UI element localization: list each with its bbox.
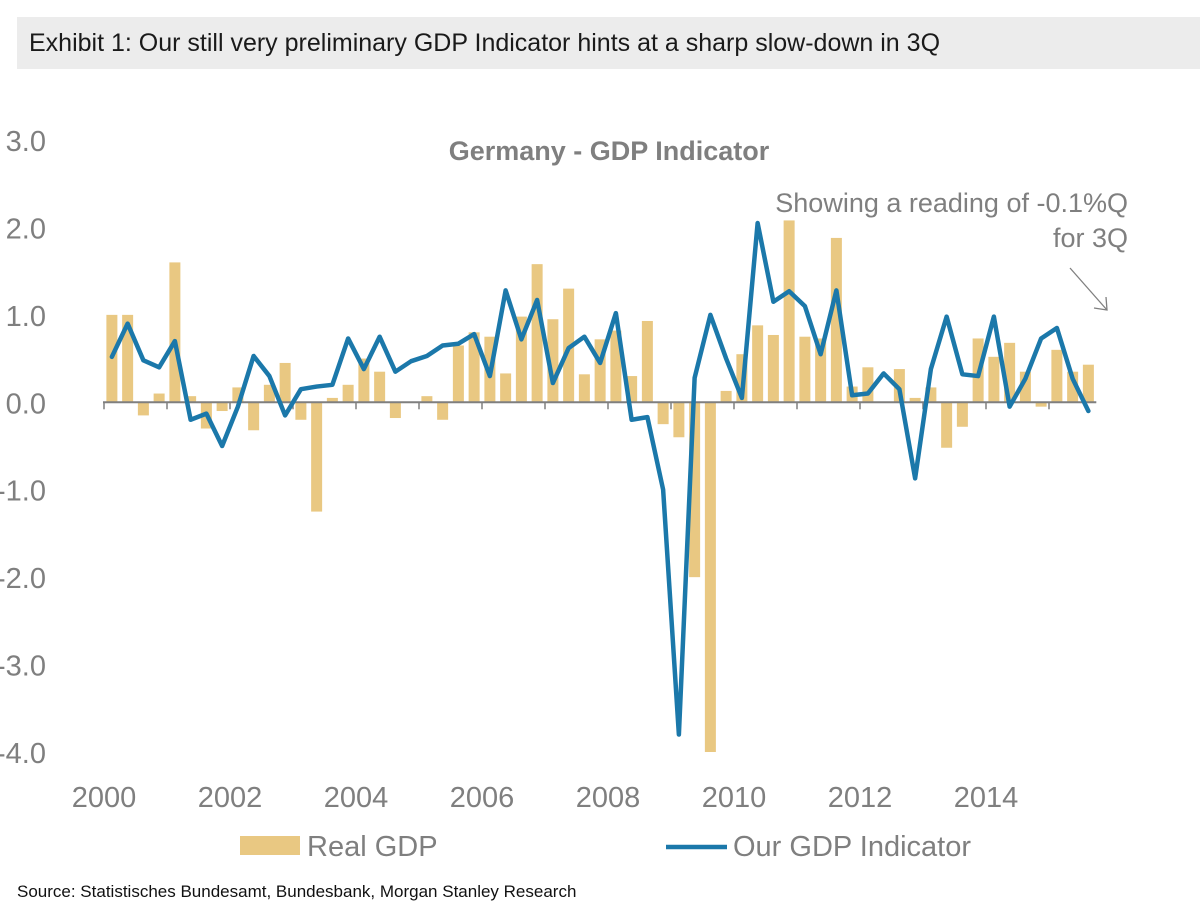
bar-2007Q4	[594, 339, 606, 403]
x-tick-label: 2014	[954, 782, 1019, 814]
bar-2000Q2	[122, 314, 134, 403]
gdp-indicator-line	[109, 220, 1091, 737]
bar-2007Q3	[578, 374, 590, 403]
chart-title: Germany - GDP Indicator	[449, 136, 770, 166]
exhibit-title: Exhibit 1: Our still very preliminary GD…	[29, 29, 941, 57]
bar-2007Q1	[547, 319, 559, 403]
bar-2009Q4	[720, 390, 732, 403]
bar-2002Q2	[248, 402, 260, 431]
bar-2011Q2	[815, 338, 827, 403]
bar-2005Q2	[437, 402, 449, 420]
bar-2010Q3	[767, 334, 779, 403]
y-tick-label: -3.0	[0, 651, 46, 683]
bar-2000Q3	[137, 402, 149, 416]
bar-2002Q3	[263, 384, 275, 403]
y-tick-label: -2.0	[0, 563, 46, 595]
x-tick-label: 2012	[828, 782, 893, 814]
bar-2006Q3	[515, 316, 527, 403]
bar-2015Q2	[1067, 371, 1079, 403]
y-tick-label: 1.0	[6, 301, 46, 333]
y-tick-label: 2.0	[6, 213, 46, 245]
bar-2014Q1	[988, 356, 1000, 403]
legend: Real GDP Our GDP Indicator	[240, 831, 971, 863]
bar-2004Q3	[389, 402, 401, 419]
legend-indicator-label: Our GDP Indicator	[733, 831, 971, 863]
legend-real-gdp-label: Real GDP	[307, 831, 438, 863]
bar-2004Q1	[358, 358, 370, 403]
bar-2003Q1	[295, 402, 307, 420]
bar-2005Q4	[468, 332, 480, 403]
bar-2005Q3	[452, 345, 464, 403]
bar-2004Q2	[374, 371, 386, 403]
y-tick-label: -4.0	[0, 738, 46, 770]
y-tick-label: 0.0	[6, 388, 46, 420]
real-gdp-bars	[106, 220, 1094, 752]
annotation-line-1: Showing a reading of -0.1%Q	[775, 188, 1128, 218]
x-tick-label: 2010	[702, 782, 767, 814]
bar-2009Q3	[704, 402, 716, 752]
legend-real-gdp-swatch	[240, 836, 300, 855]
bar-2002Q1	[232, 387, 244, 403]
bar-2008Q1	[610, 330, 622, 403]
bar-2006Q2	[500, 373, 512, 403]
bar-2009Q1	[673, 402, 685, 438]
bar-2005Q1	[421, 396, 433, 403]
bar-2013Q1	[925, 387, 937, 403]
bar-2008Q2	[626, 376, 638, 403]
bar-2014Q2	[1004, 342, 1016, 403]
bar-2001Q2	[185, 396, 197, 403]
bar-2010Q2	[752, 325, 764, 403]
bar-2014Q3	[1019, 371, 1031, 403]
x-tick-label: 2002	[198, 782, 263, 814]
bar-2011Q3	[830, 237, 842, 403]
bar-2009Q2	[689, 402, 701, 578]
bar-2011Q1	[799, 336, 811, 403]
bar-2003Q4	[342, 384, 354, 403]
bar-2001Q1	[169, 262, 181, 403]
bar-2012Q4	[909, 397, 921, 403]
bar-2003Q2	[311, 402, 323, 512]
annotation-arrow	[1069, 267, 1108, 311]
bar-2015Q3	[1082, 364, 1094, 403]
bar-2001Q4	[216, 402, 228, 412]
exhibit-header: Exhibit 1: Our still very preliminary GD…	[17, 17, 1200, 69]
x-tick-label: 2000	[72, 782, 137, 814]
source-note: Source: Statistisches Bundesamt, Bundesb…	[17, 882, 577, 901]
bar-2012Q3	[893, 369, 905, 403]
bar-2008Q4	[657, 402, 669, 425]
bar-2010Q4	[783, 220, 795, 403]
bar-2008Q3	[641, 320, 653, 403]
x-axis-labels: 2000 2002 2004 2006 2008 2010 2012 2014	[72, 782, 1019, 814]
bar-2013Q3	[956, 402, 968, 427]
y-tick-label: -1.0	[0, 476, 46, 508]
bar-2006Q4	[531, 264, 543, 403]
x-tick-label: 2006	[450, 782, 515, 814]
y-axis-labels: 3.0 2.0 1.0 0.0 -1.0 -2.0 -3.0 -4.0	[0, 126, 46, 770]
bar-2013Q2	[941, 402, 953, 448]
bar-2012Q1	[862, 367, 874, 403]
y-tick-label: 3.0	[6, 126, 46, 158]
bar-2000Q4	[153, 393, 165, 403]
bar-2002Q4	[279, 362, 291, 403]
x-tick-label: 2004	[324, 782, 389, 814]
x-tick-label: 2008	[576, 782, 641, 814]
annotation-line-2: for 3Q	[1053, 223, 1128, 253]
bar-2003Q3	[326, 397, 338, 403]
x-axis-ticks	[103, 402, 1050, 410]
bar-2015Q1	[1051, 349, 1063, 403]
bar-2014Q4	[1035, 402, 1047, 407]
